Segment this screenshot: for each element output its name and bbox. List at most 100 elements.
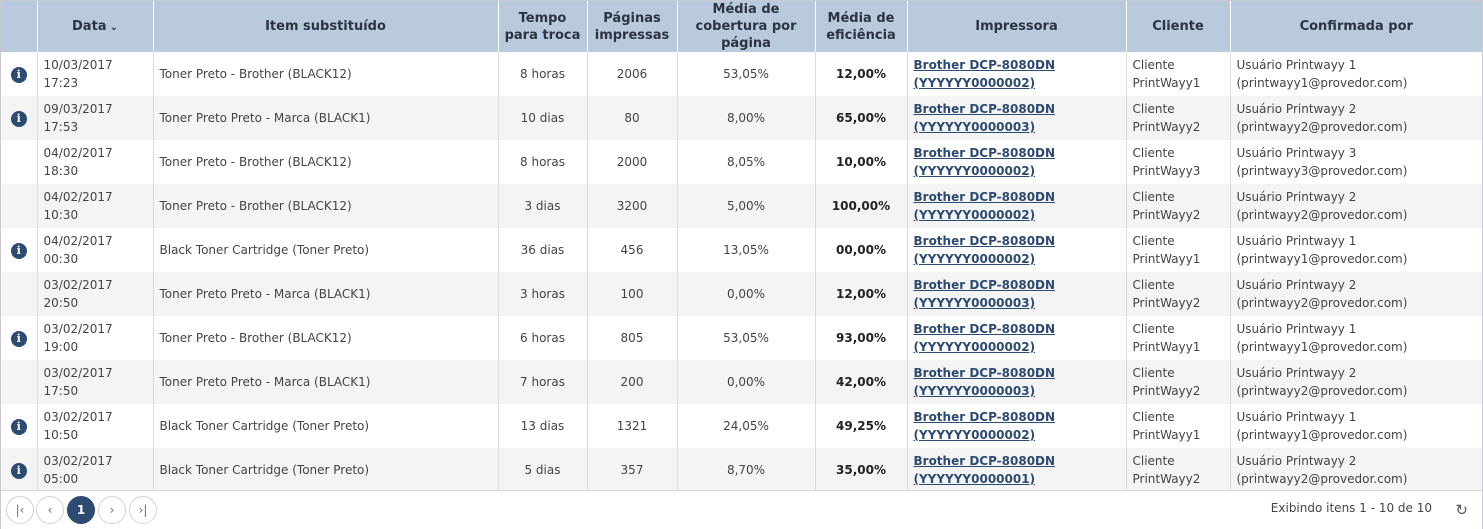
- table-row: i 09/03/2017 17:53 Toner Preto Preto - Mar…: [1, 96, 1482, 140]
- efficiency-cell: 10,00%: [815, 140, 908, 184]
- pages-cell: 456: [587, 228, 678, 272]
- date-cell: 03/02/2017 17:50: [37, 360, 154, 404]
- client-cell: Cliente PrintWayy3: [1126, 140, 1231, 184]
- header-confirmed[interactable]: Confirmada por: [1230, 1, 1482, 52]
- client-cell: Cliente PrintWayy1: [1126, 404, 1231, 448]
- date-cell: 10/03/2017 17:23: [37, 52, 154, 96]
- printer-link[interactable]: Brother DCP-8080DN (YYYYYY0000002): [913, 322, 1056, 354]
- item-cell: Toner Preto - Brother (BLACK12): [153, 140, 499, 184]
- info-cell: [1, 140, 38, 184]
- info-cell: [1, 184, 38, 228]
- client-cell: Cliente PrintWayy2: [1126, 184, 1231, 228]
- info-cell: [1, 272, 38, 316]
- client-cell: Cliente PrintWayy1: [1126, 228, 1231, 272]
- client-cell: Cliente PrintWayy2: [1126, 272, 1231, 316]
- info-icon[interactable]: i: [10, 463, 27, 479]
- printer-cell: Brother DCP-8080DN (YYYYYY0000002): [907, 404, 1127, 448]
- chevron-right-icon: ›: [109, 503, 115, 517]
- printer-link[interactable]: Brother DCP-8080DN (YYYYYY0000003): [913, 278, 1056, 310]
- confirmed-cell: Usuário Printwayy 2 (printwayy2@provedor…: [1230, 272, 1482, 316]
- info-cell: i: [1, 52, 38, 96]
- coverage-cell: 5,00%: [677, 184, 816, 228]
- header-date[interactable]: Data ⌄: [37, 1, 154, 52]
- header-printer[interactable]: Impressora: [907, 1, 1127, 52]
- printer-cell: Brother DCP-8080DN (YYYYYY0000002): [907, 140, 1127, 184]
- printer-cell: Brother DCP-8080DN (YYYYYY0000002): [907, 184, 1127, 228]
- printer-link[interactable]: Brother DCP-8080DN (YYYYYY0000001): [913, 454, 1056, 486]
- info-icon[interactable]: i: [10, 331, 27, 347]
- date-cell: 04/02/2017 18:30: [37, 140, 154, 184]
- header-coverage[interactable]: Média de cobertura por página: [677, 1, 816, 52]
- printer-link[interactable]: Brother DCP-8080DN (YYYYYY0000002): [913, 58, 1056, 90]
- coverage-cell: 13,05%: [677, 228, 816, 272]
- info-icon[interactable]: i: [10, 111, 27, 127]
- page-1-button[interactable]: 1: [67, 496, 95, 524]
- pages-cell: 2006: [587, 52, 678, 96]
- time-cell: 8 horas: [498, 140, 588, 184]
- efficiency-cell: 100,00%: [815, 184, 908, 228]
- coverage-cell: 8,00%: [677, 96, 816, 140]
- confirmed-cell: Usuário Printwayy 2 (printwayy2@provedor…: [1230, 448, 1482, 492]
- client-cell: Cliente PrintWayy2: [1126, 96, 1231, 140]
- confirmed-cell: Usuário Printwayy 2 (printwayy2@provedor…: [1230, 360, 1482, 404]
- info-icon[interactable]: i: [10, 67, 27, 83]
- date-cell: 03/02/2017 05:00: [37, 448, 154, 492]
- printer-link[interactable]: Brother DCP-8080DN (YYYYYY0000002): [913, 190, 1056, 222]
- client-cell: Cliente PrintWayy2: [1126, 448, 1231, 492]
- header-row: Data ⌄ Item substituído Tempo para troca …: [1, 1, 1482, 52]
- first-page-button[interactable]: |‹: [6, 496, 34, 524]
- header-efficiency[interactable]: Média de eficiência: [815, 1, 908, 52]
- printer-link[interactable]: Brother DCP-8080DN (YYYYYY0000002): [913, 146, 1056, 178]
- time-cell: 13 dias: [498, 404, 588, 448]
- confirmed-cell: Usuário Printwayy 2 (printwayy2@provedor…: [1230, 96, 1482, 140]
- client-cell: Cliente PrintWayy1: [1126, 316, 1231, 360]
- info-icon[interactable]: i: [10, 243, 27, 259]
- pagination-bar: |‹ ‹ 1 › ›| Exibindo itens 1 - 10 de 10 …: [1, 490, 1482, 529]
- coverage-cell: 53,05%: [677, 316, 816, 360]
- efficiency-cell: 35,00%: [815, 448, 908, 492]
- coverage-cell: 24,05%: [677, 404, 816, 448]
- coverage-cell: 0,00%: [677, 360, 816, 404]
- item-cell: Black Toner Cartridge (Toner Preto): [153, 404, 499, 448]
- coverage-cell: 53,05%: [677, 52, 816, 96]
- pages-cell: 80: [587, 96, 678, 140]
- info-icon[interactable]: i: [10, 419, 27, 435]
- time-cell: 6 horas: [498, 316, 588, 360]
- printer-cell: Brother DCP-8080DN (YYYYYY0000002): [907, 316, 1127, 360]
- info-cell: i: [1, 96, 38, 140]
- header-item[interactable]: Item substituído: [153, 1, 499, 52]
- table-row: i 04/02/2017 00:30 Black Toner Cartridge (…: [1, 228, 1482, 272]
- efficiency-cell: 65,00%: [815, 96, 908, 140]
- date-cell: 03/02/2017 20:50: [37, 272, 154, 316]
- header-client[interactable]: Cliente: [1126, 1, 1231, 52]
- client-cell: Cliente PrintWayy1: [1126, 52, 1231, 96]
- table-row: 04/02/2017 10:30 Toner Preto - Brother (B…: [1, 184, 1482, 228]
- printer-cell: Brother DCP-8080DN (YYYYYY0000002): [907, 52, 1127, 96]
- printer-link[interactable]: Brother DCP-8080DN (YYYYYY0000003): [913, 366, 1056, 398]
- next-page-button[interactable]: ›: [98, 496, 126, 524]
- confirmed-cell: Usuário Printwayy 1 (printwayy1@provedor…: [1230, 52, 1482, 96]
- coverage-cell: 8,70%: [677, 448, 816, 492]
- previous-page-button[interactable]: ‹: [36, 496, 64, 524]
- last-page-button[interactable]: ›|: [129, 496, 157, 524]
- printer-link[interactable]: Brother DCP-8080DN (YYYYYY0000002): [913, 234, 1056, 266]
- last-page-icon: ›|: [138, 503, 148, 517]
- table-row: i 10/03/2017 17:23 Toner Preto - Brother (…: [1, 52, 1482, 96]
- confirmed-cell: Usuário Printwayy 2 (printwayy2@provedor…: [1230, 184, 1482, 228]
- confirmed-cell: Usuário Printwayy 1 (printwayy1@provedor…: [1230, 404, 1482, 448]
- header-pages[interactable]: Páginas impressas: [587, 1, 678, 52]
- refresh-icon[interactable]: ↻: [1455, 501, 1468, 519]
- pages-cell: 2000: [587, 140, 678, 184]
- client-cell: Cliente PrintWayy2: [1126, 360, 1231, 404]
- item-cell: Black Toner Cartridge (Toner Preto): [153, 448, 499, 492]
- printer-link[interactable]: Brother DCP-8080DN (YYYYYY0000002): [913, 410, 1056, 442]
- printer-link[interactable]: Brother DCP-8080DN (YYYYYY0000003): [913, 102, 1056, 134]
- coverage-cell: 8,05%: [677, 140, 816, 184]
- header-time[interactable]: Tempo para troca: [498, 1, 588, 52]
- pages-cell: 805: [587, 316, 678, 360]
- header-info: [1, 1, 38, 52]
- time-cell: 8 horas: [498, 52, 588, 96]
- pages-cell: 357: [587, 448, 678, 492]
- time-cell: 3 dias: [498, 184, 588, 228]
- pages-cell: 1321: [587, 404, 678, 448]
